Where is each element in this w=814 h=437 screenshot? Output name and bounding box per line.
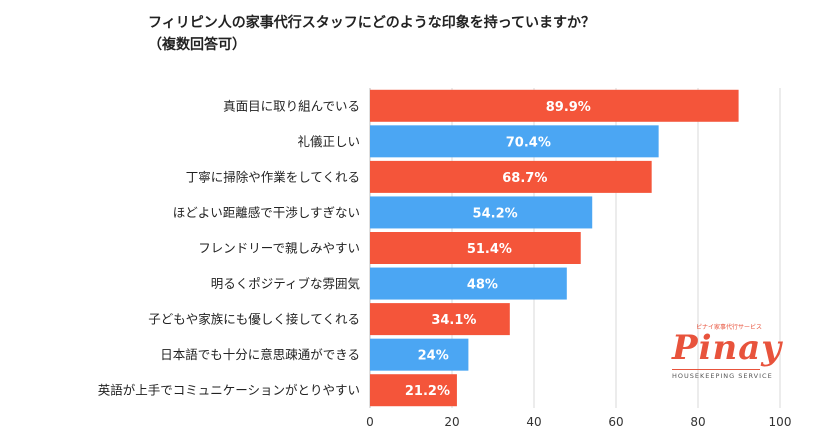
chart-title-line1: フィリピン人の家事代行スタッフにどのような印象を持っていますか？ <box>148 15 596 31</box>
x-tick-label-40: 40 <box>526 415 541 429</box>
value-label-4: 54.2% <box>473 206 518 221</box>
bar-9 <box>370 374 457 407</box>
x-tick-label-20: 20 <box>444 415 459 429</box>
category-label-6: 明るくポジティブな雰囲気 <box>211 276 360 291</box>
bar-4 <box>370 196 593 229</box>
bar-7 <box>370 303 510 336</box>
bar-6 <box>370 267 567 300</box>
chart-title: フィリピン人の家事代行スタッフにどのような印象を持っていますか？ （複数回答可） <box>148 12 595 56</box>
value-label-5: 51.4% <box>467 242 512 257</box>
category-label-4: ほどよい距離感で干渉しすぎない <box>173 205 360 220</box>
category-label-1: 真面目に取り組んでいる <box>223 98 360 113</box>
category-label-3: 丁寧に掃除や作業をしてくれる <box>186 169 360 184</box>
bar-8 <box>370 338 469 371</box>
x-tick-label-60: 60 <box>608 415 623 429</box>
x-tick-label-0: 0 <box>366 415 374 429</box>
pinay-logo: ピナイ家事代行サービス Pinay HOUSEKEEPING SERVICE <box>660 322 781 384</box>
chart-title-line2: （複数回答可） <box>148 37 246 53</box>
x-tick-label-80: 80 <box>690 415 705 429</box>
bar-5 <box>370 232 581 264</box>
logo-top-text: ピナイ家事代行サービス <box>696 324 763 331</box>
value-label-2: 70.4% <box>506 135 551 150</box>
logo-sub-text: HOUSEKEEPING SERVICE <box>672 372 773 380</box>
logo-main-text: Pinay <box>672 328 782 368</box>
category-label-2: 礼儀正しい <box>297 134 360 149</box>
x-tick-label-100: 100 <box>769 415 792 429</box>
value-label-8: 24% <box>418 349 449 364</box>
category-label-7: 子どもや家族にも優しく接してくれる <box>148 312 360 327</box>
value-label-6: 48% <box>467 278 498 293</box>
logo-divider <box>672 369 760 370</box>
value-label-9: 21.2% <box>405 384 450 399</box>
category-label-9: 英語が上手でコミュニケーションがとりやすい <box>98 383 360 398</box>
bar-1 <box>370 89 739 122</box>
value-label-1: 89.9% <box>546 100 591 115</box>
value-label-3: 68.7% <box>502 171 547 186</box>
category-label-8: 日本語でも十分に意思疎通ができる <box>160 347 360 362</box>
bar-2 <box>370 125 659 158</box>
category-label-5: フレンドリーで親しみやすい <box>198 241 360 256</box>
bar-3 <box>370 160 652 193</box>
value-label-7: 34.1% <box>431 313 476 328</box>
